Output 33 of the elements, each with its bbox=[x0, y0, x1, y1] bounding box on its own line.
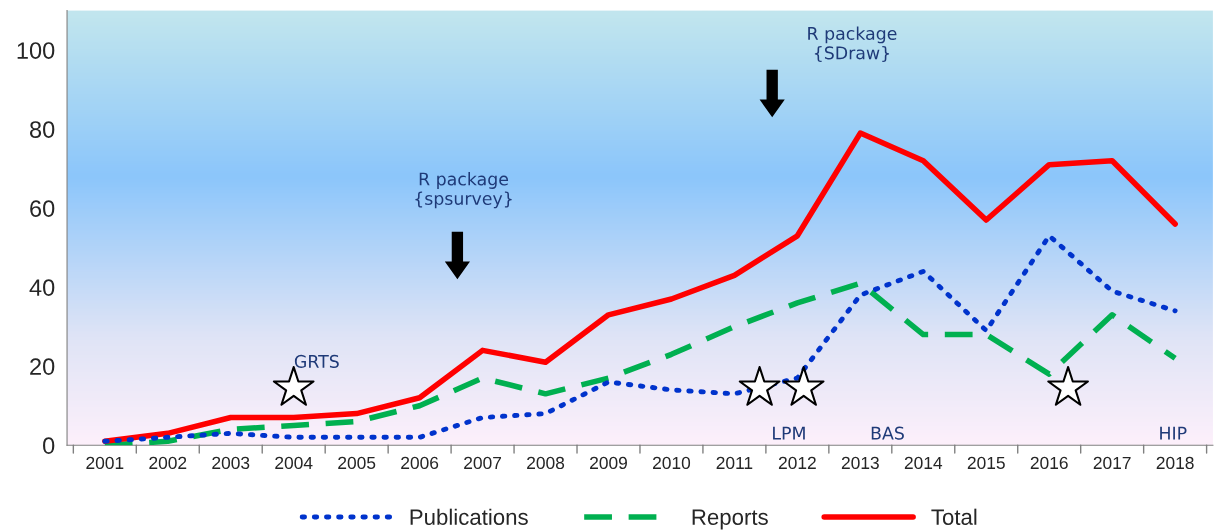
x-tick-label: 2009 bbox=[590, 456, 627, 470]
legend-label: Reports bbox=[692, 509, 768, 530]
x-tick-label: 2003 bbox=[212, 456, 250, 470]
y-tick-label: 80 bbox=[30, 121, 55, 138]
annotation: GRTS bbox=[294, 354, 339, 368]
legend-label: Publications bbox=[410, 508, 528, 525]
annotation: BAS bbox=[871, 426, 904, 440]
annotation: R package {spsurvey} bbox=[415, 172, 512, 209]
x-tick-label: 2016 bbox=[1030, 456, 1068, 470]
x-tick-label: 2005 bbox=[338, 456, 376, 470]
x-tick-label: 2014 bbox=[904, 456, 943, 470]
legend-label: Total bbox=[931, 508, 977, 525]
x-tick-label: 2002 bbox=[149, 456, 187, 470]
x-tick-label: 2015 bbox=[967, 456, 1005, 470]
y-tick-label: 20 bbox=[30, 358, 55, 375]
x-tick-label: 2007 bbox=[464, 456, 502, 470]
x-tick-label: 2004 bbox=[275, 456, 313, 470]
y-tick-label: 100 bbox=[17, 42, 55, 59]
y-tick-label: 40 bbox=[29, 279, 55, 296]
annotation: R package {SDraw} bbox=[808, 26, 897, 62]
x-tick-label: 2011 bbox=[716, 456, 753, 470]
x-tick-label: 2013 bbox=[841, 456, 879, 470]
annotation: HIP bbox=[1160, 426, 1187, 440]
y-tick-label: 60 bbox=[30, 200, 55, 217]
x-tick-label: 2012 bbox=[778, 456, 816, 470]
x-tick-label: 2001 bbox=[86, 456, 124, 470]
x-tick-label: 2008 bbox=[527, 456, 565, 470]
x-tick-label: 2017 bbox=[1093, 456, 1131, 470]
y-tick-label: 0 bbox=[43, 437, 55, 454]
x-tick-label: 2018 bbox=[1156, 456, 1194, 470]
annotation: LPM bbox=[773, 426, 805, 440]
x-tick-label: 2006 bbox=[401, 456, 439, 470]
x-tick-label: 2010 bbox=[653, 456, 691, 470]
